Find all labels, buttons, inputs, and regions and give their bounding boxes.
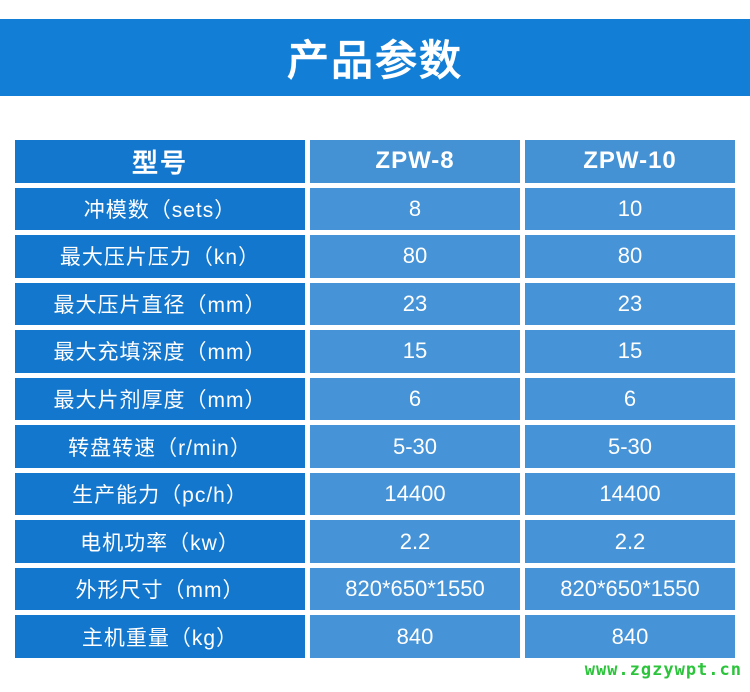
- row-value-max-pressure-zpw10: 80: [525, 235, 735, 278]
- row-value-motor-power-zpw8: 2.2: [310, 520, 520, 563]
- row-value-max-tablet-thickness-zpw8: 6: [310, 377, 520, 421]
- row-value-machine-weight-zpw10: 840: [525, 615, 735, 658]
- row-value-max-pressure-zpw8: 80: [310, 235, 520, 278]
- row-label-production-capacity: 生产能力（pc/h）: [15, 472, 305, 516]
- row-value-max-fill-depth-zpw10: 15: [525, 330, 735, 373]
- row-value-production-capacity-zpw10: 14400: [525, 472, 735, 516]
- row-label-max-tablet-diameter: 最大压片直径（mm）: [15, 282, 305, 326]
- row-label-max-fill-depth: 最大充填深度（mm）: [15, 330, 305, 373]
- row-value-overall-dimensions-zpw8: 820*650*1550: [310, 567, 520, 611]
- row-label-max-pressure: 最大压片压力（kn）: [15, 235, 305, 278]
- row-value-max-tablet-diameter-zpw8: 23: [310, 282, 520, 326]
- row-value-max-tablet-thickness-zpw10: 6: [525, 377, 735, 421]
- row-label-overall-dimensions: 外形尺寸（mm）: [15, 567, 305, 611]
- spec-table: 型号 ZPW-8 ZPW-10 冲模数（sets） 8 10 最大压片压力（kn…: [15, 140, 735, 658]
- row-value-max-tablet-diameter-zpw10: 23: [525, 282, 735, 326]
- row-value-turret-speed-zpw8: 5-30: [310, 425, 520, 468]
- table-header-model: 型号: [15, 140, 305, 183]
- page-title: 产品参数: [286, 37, 463, 84]
- row-value-production-capacity-zpw8: 14400: [310, 472, 520, 516]
- row-label-punch-dies: 冲模数（sets）: [15, 187, 305, 231]
- row-value-turret-speed-zpw10: 5-30: [525, 425, 735, 468]
- page-title-banner: 产品参数: [0, 19, 750, 96]
- row-value-machine-weight-zpw8: 840: [310, 615, 520, 658]
- row-value-max-fill-depth-zpw8: 15: [310, 330, 520, 373]
- row-label-machine-weight: 主机重量（kg）: [15, 615, 305, 658]
- row-value-punch-dies-zpw8: 8: [310, 187, 520, 231]
- row-label-max-tablet-thickness: 最大片剂厚度（mm）: [15, 377, 305, 421]
- table-header-zpw10: ZPW-10: [525, 140, 735, 183]
- watermark-url: www.zgzywpt.cn: [584, 660, 742, 680]
- row-value-overall-dimensions-zpw10: 820*650*1550: [525, 567, 735, 611]
- table-header-zpw8: ZPW-8: [310, 140, 520, 183]
- row-label-turret-speed: 转盘转速（r/min）: [15, 425, 305, 468]
- row-value-punch-dies-zpw10: 10: [525, 187, 735, 231]
- row-value-motor-power-zpw10: 2.2: [525, 520, 735, 563]
- row-label-motor-power: 电机功率（kw）: [15, 520, 305, 563]
